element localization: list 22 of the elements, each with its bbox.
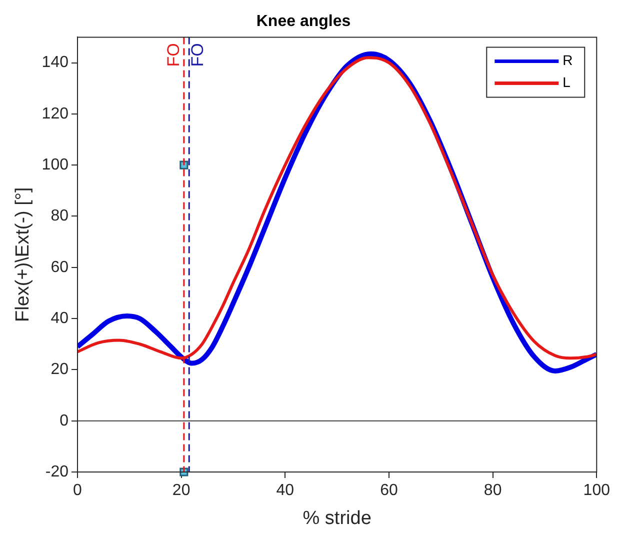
ref-line-label: FO [164, 43, 183, 67]
x-tick-label: 100 [583, 482, 610, 500]
y-tick-label: 80 [50, 208, 69, 225]
y-tick-label: -20 [45, 463, 69, 480]
x-tick-label: 20 [172, 482, 190, 500]
x-tick-label: 80 [484, 482, 502, 500]
x-tick-label: 0 [73, 482, 82, 500]
y-tick-label: 20 [50, 361, 69, 378]
legend-label: L [562, 74, 571, 90]
legend-label: R [562, 52, 573, 68]
y-tick-label: 0 [60, 412, 69, 430]
x-axis-title: % stride [302, 508, 372, 529]
ref-line-label: FO [188, 43, 208, 67]
y-tick-label: 100 [42, 156, 69, 174]
y-tick-label: 60 [50, 258, 69, 276]
x-tick-label: 40 [276, 482, 294, 500]
y-axis-title: Flex(+)\Ext(-) [°] [12, 187, 34, 322]
y-tick-label: 40 [50, 310, 69, 327]
y-tick-label: 140 [42, 54, 69, 72]
y-tick-label: 120 [42, 105, 69, 122]
x-tick-label: 60 [380, 482, 398, 500]
chart-title: Knee angles [256, 13, 351, 30]
